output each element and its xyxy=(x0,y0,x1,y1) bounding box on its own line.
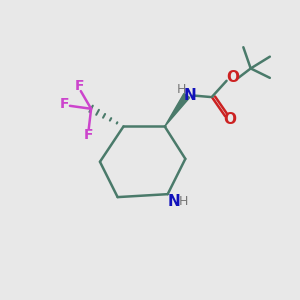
Text: F: F xyxy=(75,79,84,93)
Text: O: O xyxy=(226,70,239,86)
Text: H: H xyxy=(178,195,188,208)
Text: N: N xyxy=(183,88,196,103)
Polygon shape xyxy=(165,94,190,126)
Text: H: H xyxy=(177,82,186,95)
Text: F: F xyxy=(83,128,93,142)
Text: O: O xyxy=(223,112,236,127)
Text: F: F xyxy=(60,98,69,111)
Text: N: N xyxy=(168,194,181,209)
